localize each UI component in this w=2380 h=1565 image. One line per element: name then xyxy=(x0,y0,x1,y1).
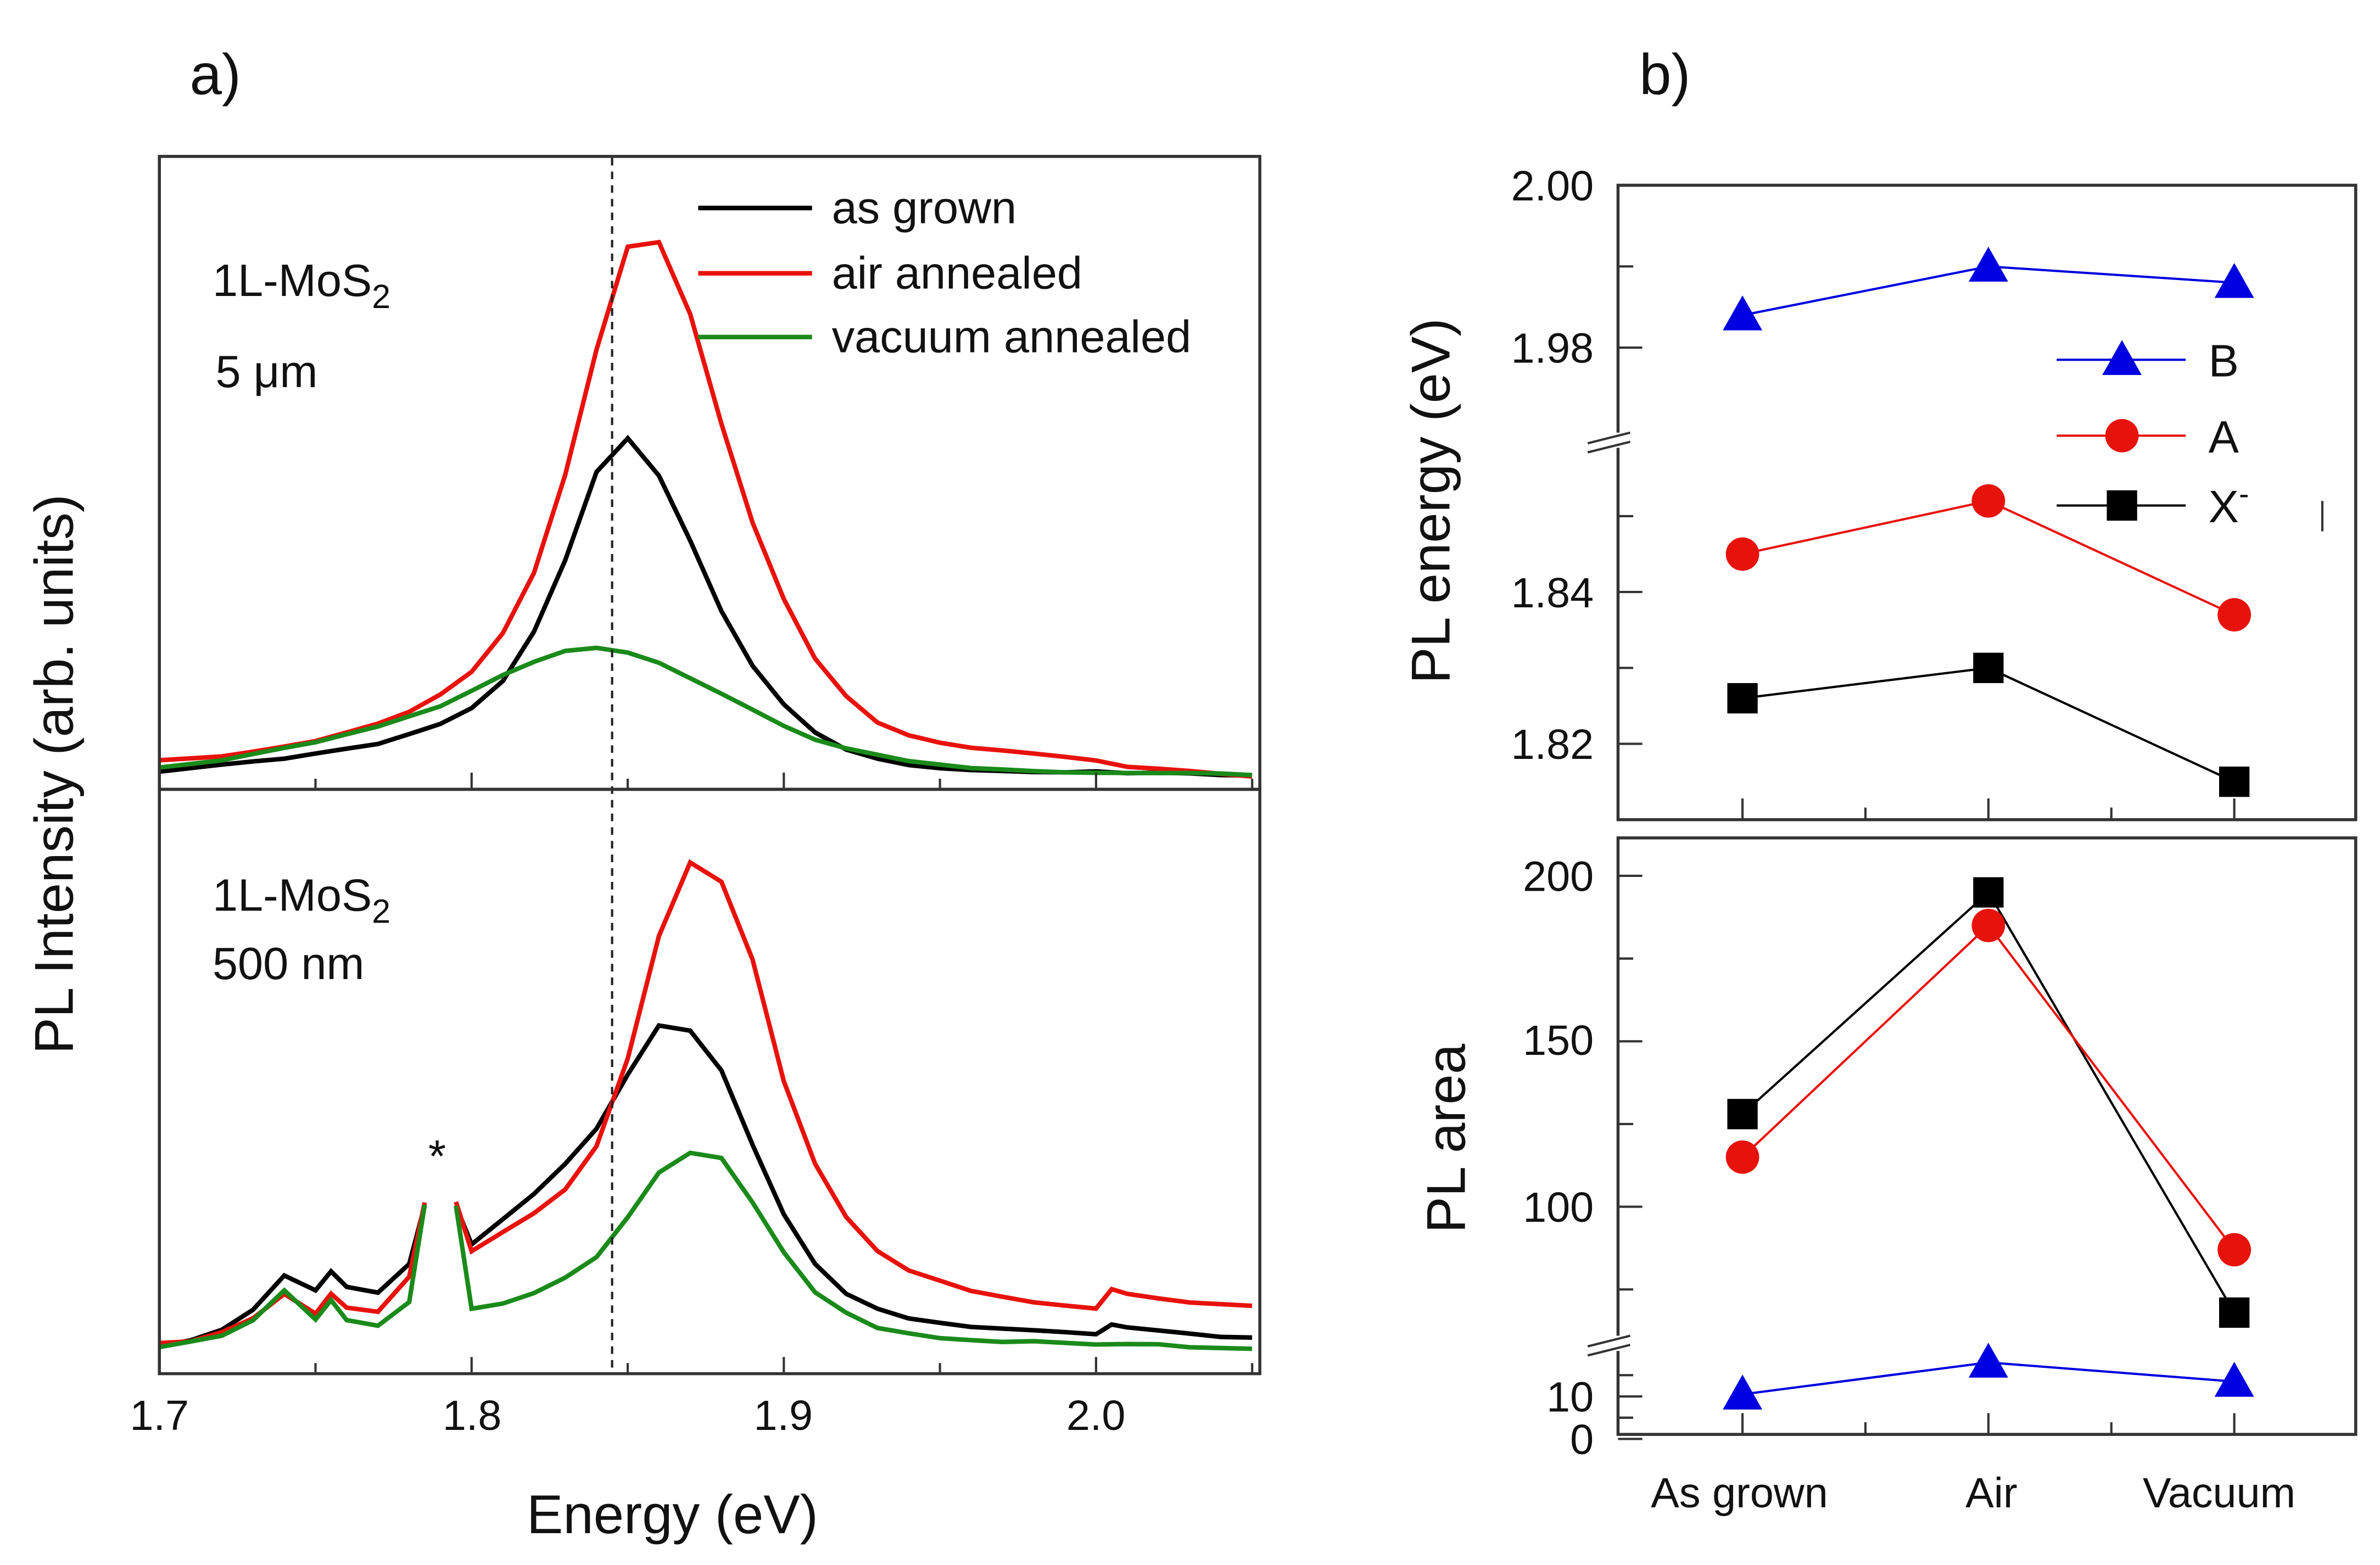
series-line-A xyxy=(1741,924,2236,1251)
b-bottom-ylabel: PL area xyxy=(1416,1043,1477,1233)
y-tick-label: 2.00 xyxy=(1511,163,1594,210)
legend-marker-B xyxy=(2102,340,2142,375)
triangle-marker-B xyxy=(1968,1343,2008,1378)
b-top-ylabel: PL energy (eV) xyxy=(1401,318,1462,684)
spectrum-as-grown xyxy=(160,434,1253,778)
category-label: Air xyxy=(1965,1469,2018,1517)
legend-X-minus: X- xyxy=(2209,477,2249,532)
b-top-y-tick-labels: 2.00 1.98 1.84 1.82 xyxy=(1511,163,1594,768)
y-tick-label: 10 xyxy=(1546,1374,1594,1421)
panel-b-label: b) xyxy=(1639,43,1690,107)
legend-vacuum-annealed: vacuum annealed xyxy=(832,311,1192,362)
circle-marker-A xyxy=(1971,484,2005,518)
legend-as-grown: as grown xyxy=(832,182,1016,233)
b-bottom-frame xyxy=(1616,836,2357,1436)
circle-marker-A xyxy=(1971,908,2005,942)
series-line-A xyxy=(1742,500,2235,616)
series-line-X- xyxy=(1741,890,2236,1314)
square-marker-X- xyxy=(1973,877,2004,908)
triangle-marker-B xyxy=(2214,262,2254,298)
a-plot-area xyxy=(160,158,1253,1372)
a-legend: as grown air annealed vacuum annealed xyxy=(698,182,1191,362)
a-xlabel: Energy (eV) xyxy=(527,1484,818,1545)
b-plot-area xyxy=(1723,247,2254,1410)
square-marker-X- xyxy=(1727,1099,1758,1130)
square-marker-X xyxy=(1973,652,2004,683)
spectrum-air-annealed xyxy=(160,859,1253,1345)
b-bottom-y-tick-labels: 200 150 100 10 0 xyxy=(1523,853,1594,1463)
a-bottom-frame xyxy=(158,787,1261,1376)
category-label: Vacuum xyxy=(2143,1469,2295,1517)
y-tick-label: 1.82 xyxy=(1511,721,1594,768)
triangle-marker-B xyxy=(2214,1362,2254,1397)
panel-a-label: a) xyxy=(190,43,241,107)
spectrum-vacuum-annealed xyxy=(160,1150,1253,1351)
axis-break-mark xyxy=(1587,1334,1631,1348)
y-tick-label: 200 xyxy=(1523,853,1594,901)
legend-marker-X xyxy=(2107,490,2137,521)
spectrum-as-grown xyxy=(160,1022,1253,1348)
legend-A: A xyxy=(2209,411,2239,462)
a-x-ticks xyxy=(158,773,1254,1372)
a-x-tick-labels: 1.7 1.8 1.9 2.0 xyxy=(130,1392,1125,1439)
category-label: As grown xyxy=(1651,1469,1828,1517)
bottom-sample-label: 1L-MoS2 xyxy=(213,870,390,930)
bottom-size-label: 500 nm xyxy=(213,938,365,989)
y-tick-label: 100 xyxy=(1523,1184,1594,1231)
y-tick-label: 150 xyxy=(1523,1017,1594,1064)
axis-break-mark xyxy=(1587,1344,1631,1357)
x-tick-label: 1.9 xyxy=(753,1392,813,1439)
top-size-label: 5 μm xyxy=(215,346,317,397)
x-tick-label: 2.0 xyxy=(1066,1392,1126,1439)
circle-marker-A xyxy=(1725,537,1759,571)
legend-marker-A xyxy=(2105,419,2139,452)
x-tick-label: 1.8 xyxy=(443,1392,502,1439)
y-tick-label: 0 xyxy=(1570,1416,1594,1463)
axis-break-mark xyxy=(1587,440,1631,454)
y-tick-label: 1.98 xyxy=(1511,325,1594,372)
legend-air-annealed: air annealed xyxy=(832,247,1082,298)
triangle-marker-B xyxy=(1723,295,1763,331)
b-top-frame xyxy=(1616,183,2357,821)
square-marker-X- xyxy=(2219,1297,2250,1328)
circle-marker-A xyxy=(2217,598,2251,631)
a-ylabel: PL Intensity (arb. units) xyxy=(24,494,85,1054)
a-top-frame xyxy=(158,155,1261,791)
y-tick-label: 1.84 xyxy=(1511,569,1594,617)
square-marker-X xyxy=(2219,766,2250,797)
legend-B: B xyxy=(2209,336,2239,387)
triangle-marker-B xyxy=(1723,1374,1763,1410)
triangle-marker-B xyxy=(1968,247,2008,282)
x-tick-label: 1.7 xyxy=(130,1392,189,1439)
circle-marker-A xyxy=(1725,1140,1759,1174)
top-sample-label: 1L-MoS2 xyxy=(213,255,390,315)
b-category-labels: As grown Air Vacuum xyxy=(1651,1469,2295,1517)
axis-break-mark xyxy=(1587,431,1631,445)
circle-marker-A xyxy=(2217,1233,2251,1267)
laser-artifact-asterisk: * xyxy=(428,1131,446,1182)
series-line-X xyxy=(1742,667,2235,783)
square-marker-X xyxy=(1727,683,1758,714)
b-axes-decor xyxy=(1587,184,2236,1440)
spectrum-vacuum-annealed xyxy=(160,645,1253,778)
b-legend: B A X- xyxy=(2057,336,2249,532)
